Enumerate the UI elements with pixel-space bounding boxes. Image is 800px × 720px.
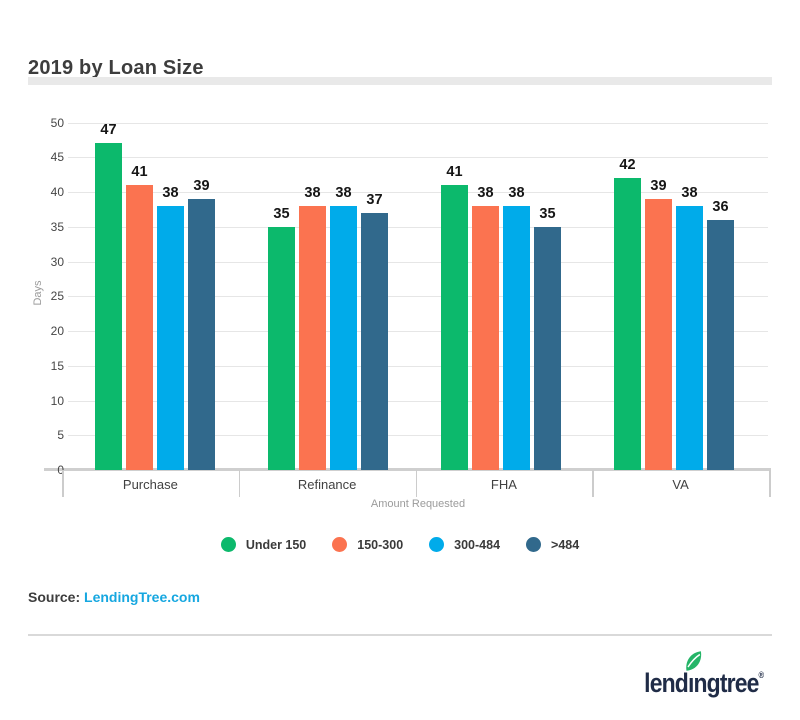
bar — [330, 205, 357, 470]
category-separator — [62, 470, 64, 497]
category-label: Purchase — [122, 477, 178, 492]
category-separator — [238, 470, 241, 497]
gridline — [68, 122, 768, 124]
bar — [676, 205, 703, 470]
gridline — [68, 435, 768, 437]
bar-value-label: 41 — [131, 164, 148, 181]
bar-value-label: 35 — [273, 205, 290, 222]
legend-item[interactable]: 300-484 — [429, 537, 500, 552]
y-tick-label: 50 — [50, 115, 64, 130]
bar-value-label: 42 — [619, 157, 636, 174]
category-separator — [769, 470, 771, 497]
page-title: 2019 by Loan Size — [28, 57, 204, 80]
gridline — [68, 400, 768, 402]
bar — [534, 226, 561, 470]
legend-label: 150-300 — [357, 537, 404, 552]
y-tick-label: 0 — [57, 463, 64, 477]
bar-value-label: 35 — [539, 205, 556, 222]
category-label: VA — [672, 477, 689, 492]
gridline — [68, 365, 768, 367]
legend-swatch — [526, 537, 542, 552]
gridline — [68, 261, 768, 263]
bar — [707, 219, 734, 470]
bar — [361, 212, 388, 470]
leaf-icon — [685, 651, 701, 671]
wordmark-i: ı — [685, 651, 701, 699]
bar — [299, 205, 326, 470]
gridline — [68, 157, 768, 159]
footer-divider — [28, 634, 772, 636]
bar — [188, 198, 215, 470]
registered-mark: ® — [758, 670, 764, 680]
legend-label: 300-484 — [454, 537, 501, 552]
bar-value-label: 37 — [366, 191, 383, 208]
bar — [441, 185, 468, 470]
title-divider — [28, 77, 772, 85]
lendingtree-logo: lendı ngtree® — [623, 651, 764, 699]
bar-value-label: 38 — [681, 184, 698, 201]
gridline — [68, 192, 768, 193]
legend-swatch — [429, 537, 445, 552]
wordmark-pre: lend — [643, 668, 689, 698]
bar — [126, 185, 153, 470]
bar-value-label: 39 — [193, 177, 210, 194]
bar — [645, 198, 672, 470]
y-tick-label: 30 — [50, 254, 64, 269]
y-tick-label: 40 — [50, 185, 64, 199]
bar-value-label: 41 — [446, 164, 463, 181]
bar-value-label: 38 — [162, 184, 179, 201]
legend-item[interactable]: >484 — [526, 537, 579, 552]
x-axis-line — [44, 468, 771, 471]
category-label: Refinance — [297, 477, 357, 492]
bar — [95, 143, 122, 470]
bar — [157, 205, 184, 470]
category-separator — [415, 470, 417, 497]
bar — [614, 178, 641, 470]
y-tick-label: 10 — [50, 393, 64, 408]
y-tick-label: 45 — [50, 150, 64, 165]
source-line: Source: LendingTree.com — [28, 589, 200, 605]
bar-value-label: 39 — [650, 177, 667, 194]
x-axis-title: Amount Requested — [370, 498, 466, 510]
legend-swatch — [220, 537, 236, 552]
bar-value-label: 38 — [477, 184, 494, 201]
bar-value-label: 36 — [712, 198, 729, 215]
bar-value-label: 38 — [304, 184, 321, 201]
bar — [503, 205, 530, 470]
bar-value-label: 47 — [100, 122, 117, 139]
bar-value-label: 38 — [508, 184, 525, 201]
lendingtree-wordmark: lendı ngtree® — [643, 651, 764, 699]
bar — [268, 226, 295, 470]
y-tick-label: 35 — [50, 219, 64, 234]
legend-label: >484 — [551, 537, 580, 552]
bar — [472, 205, 499, 470]
legend-label: Under 150 — [245, 537, 307, 552]
legend: Under 150 150-300 300-484 >484 — [0, 537, 800, 552]
gridline — [68, 296, 768, 298]
legend-swatch — [332, 537, 348, 552]
source-link[interactable]: LendingTree.com — [84, 589, 200, 605]
category-separator — [592, 470, 594, 497]
y-tick-label: 5 — [57, 428, 64, 443]
y-tick-label: 20 — [50, 324, 64, 338]
bar-value-label: 38 — [335, 184, 352, 201]
source-label: Source: — [28, 589, 81, 605]
y-tick-label: 15 — [50, 358, 64, 373]
category-label: FHA — [490, 477, 517, 492]
legend-item[interactable]: 150-300 — [332, 537, 403, 552]
gridline — [68, 226, 768, 228]
legend-item[interactable]: Under 150 — [220, 537, 307, 552]
y-tick-label: 25 — [50, 289, 64, 304]
gridline — [68, 331, 768, 332]
wordmark-post: ngtree — [693, 668, 759, 698]
